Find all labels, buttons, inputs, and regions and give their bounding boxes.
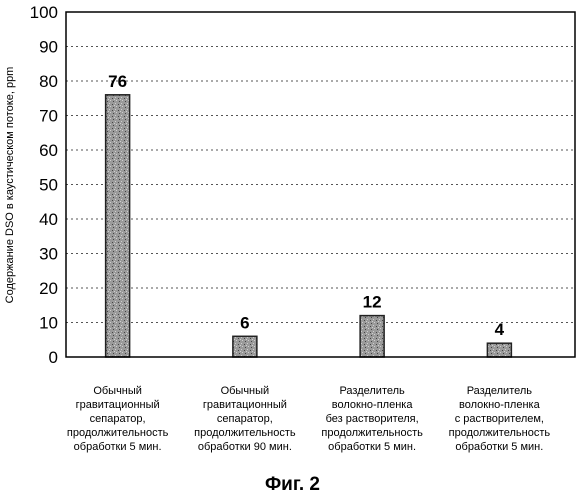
x-category-label-line: сепаратор,	[54, 412, 182, 426]
x-category-label-line: без растворителя,	[308, 412, 436, 426]
x-category-label-line: обработки 5 мин.	[54, 440, 182, 454]
bars	[106, 95, 512, 357]
x-category-label-line: гравитационный	[54, 398, 182, 412]
bar-value-labels: 76 6 12 4	[108, 72, 504, 339]
x-category-label-line: сепаратор,	[181, 412, 309, 426]
x-category-label-line: с растворителем,	[435, 412, 563, 426]
x-category-label-line: гравитационный	[181, 398, 309, 412]
x-category-label-line: Обычный	[54, 384, 182, 398]
x-category-label: Разделительволокно-пленкас растворителем…	[435, 384, 563, 454]
x-category-label-line: продолжительность	[308, 426, 436, 440]
x-category-label: Разделительволокно-пленкабез растворител…	[308, 384, 436, 454]
x-category-label-line: Обычный	[181, 384, 309, 398]
x-category-label-line: волокно-пленка	[435, 398, 563, 412]
x-category-label-line: продолжительность	[181, 426, 309, 440]
y-tick-label: 40	[39, 210, 58, 229]
bar	[106, 95, 130, 357]
x-category-label-line: обработки 90 мин.	[181, 440, 309, 454]
x-category-label-line: продолжительность	[435, 426, 563, 440]
x-category-label-line: волокно-пленка	[308, 398, 436, 412]
x-category-label: Обычныйгравитационныйсепаратор,продолжит…	[54, 384, 182, 454]
figure-caption: Фиг. 2	[0, 474, 585, 496]
y-tick-labels: 0 10 20 30 40 50 60 70 80 90 100	[30, 3, 58, 367]
y-tick-label: 100	[30, 3, 58, 22]
x-category-label-line: обработки 5 мин.	[435, 440, 563, 454]
y-tick-label: 80	[39, 72, 58, 91]
y-tick-label: 10	[39, 314, 58, 333]
bar	[360, 316, 384, 357]
x-category-label: Обычныйгравитационныйсепаратор,продолжит…	[181, 384, 309, 454]
y-tick-label: 20	[39, 279, 58, 298]
bar-value-label: 4	[495, 320, 505, 339]
bar-value-label: 12	[363, 293, 382, 312]
bar-value-label: 76	[108, 72, 127, 91]
y-axis-title: Содержание DSO в каустическом потоке, pp…	[4, 67, 16, 304]
y-tick-label: 50	[39, 176, 58, 195]
x-category-label-line: Разделитель	[308, 384, 436, 398]
y-tick-label: 0	[49, 348, 58, 367]
x-category-label-line: обработки 5 мин.	[308, 440, 436, 454]
bar	[487, 343, 511, 357]
x-category-label-line: Разделитель	[435, 384, 563, 398]
bar	[233, 336, 257, 357]
y-tick-label: 30	[39, 245, 58, 264]
x-category-label-line: продолжительность	[54, 426, 182, 440]
y-tick-label: 60	[39, 141, 58, 160]
gridlines	[66, 47, 575, 323]
y-tick-label: 90	[39, 38, 58, 57]
y-tick-label: 70	[39, 107, 58, 126]
bar-value-label: 6	[240, 313, 249, 332]
